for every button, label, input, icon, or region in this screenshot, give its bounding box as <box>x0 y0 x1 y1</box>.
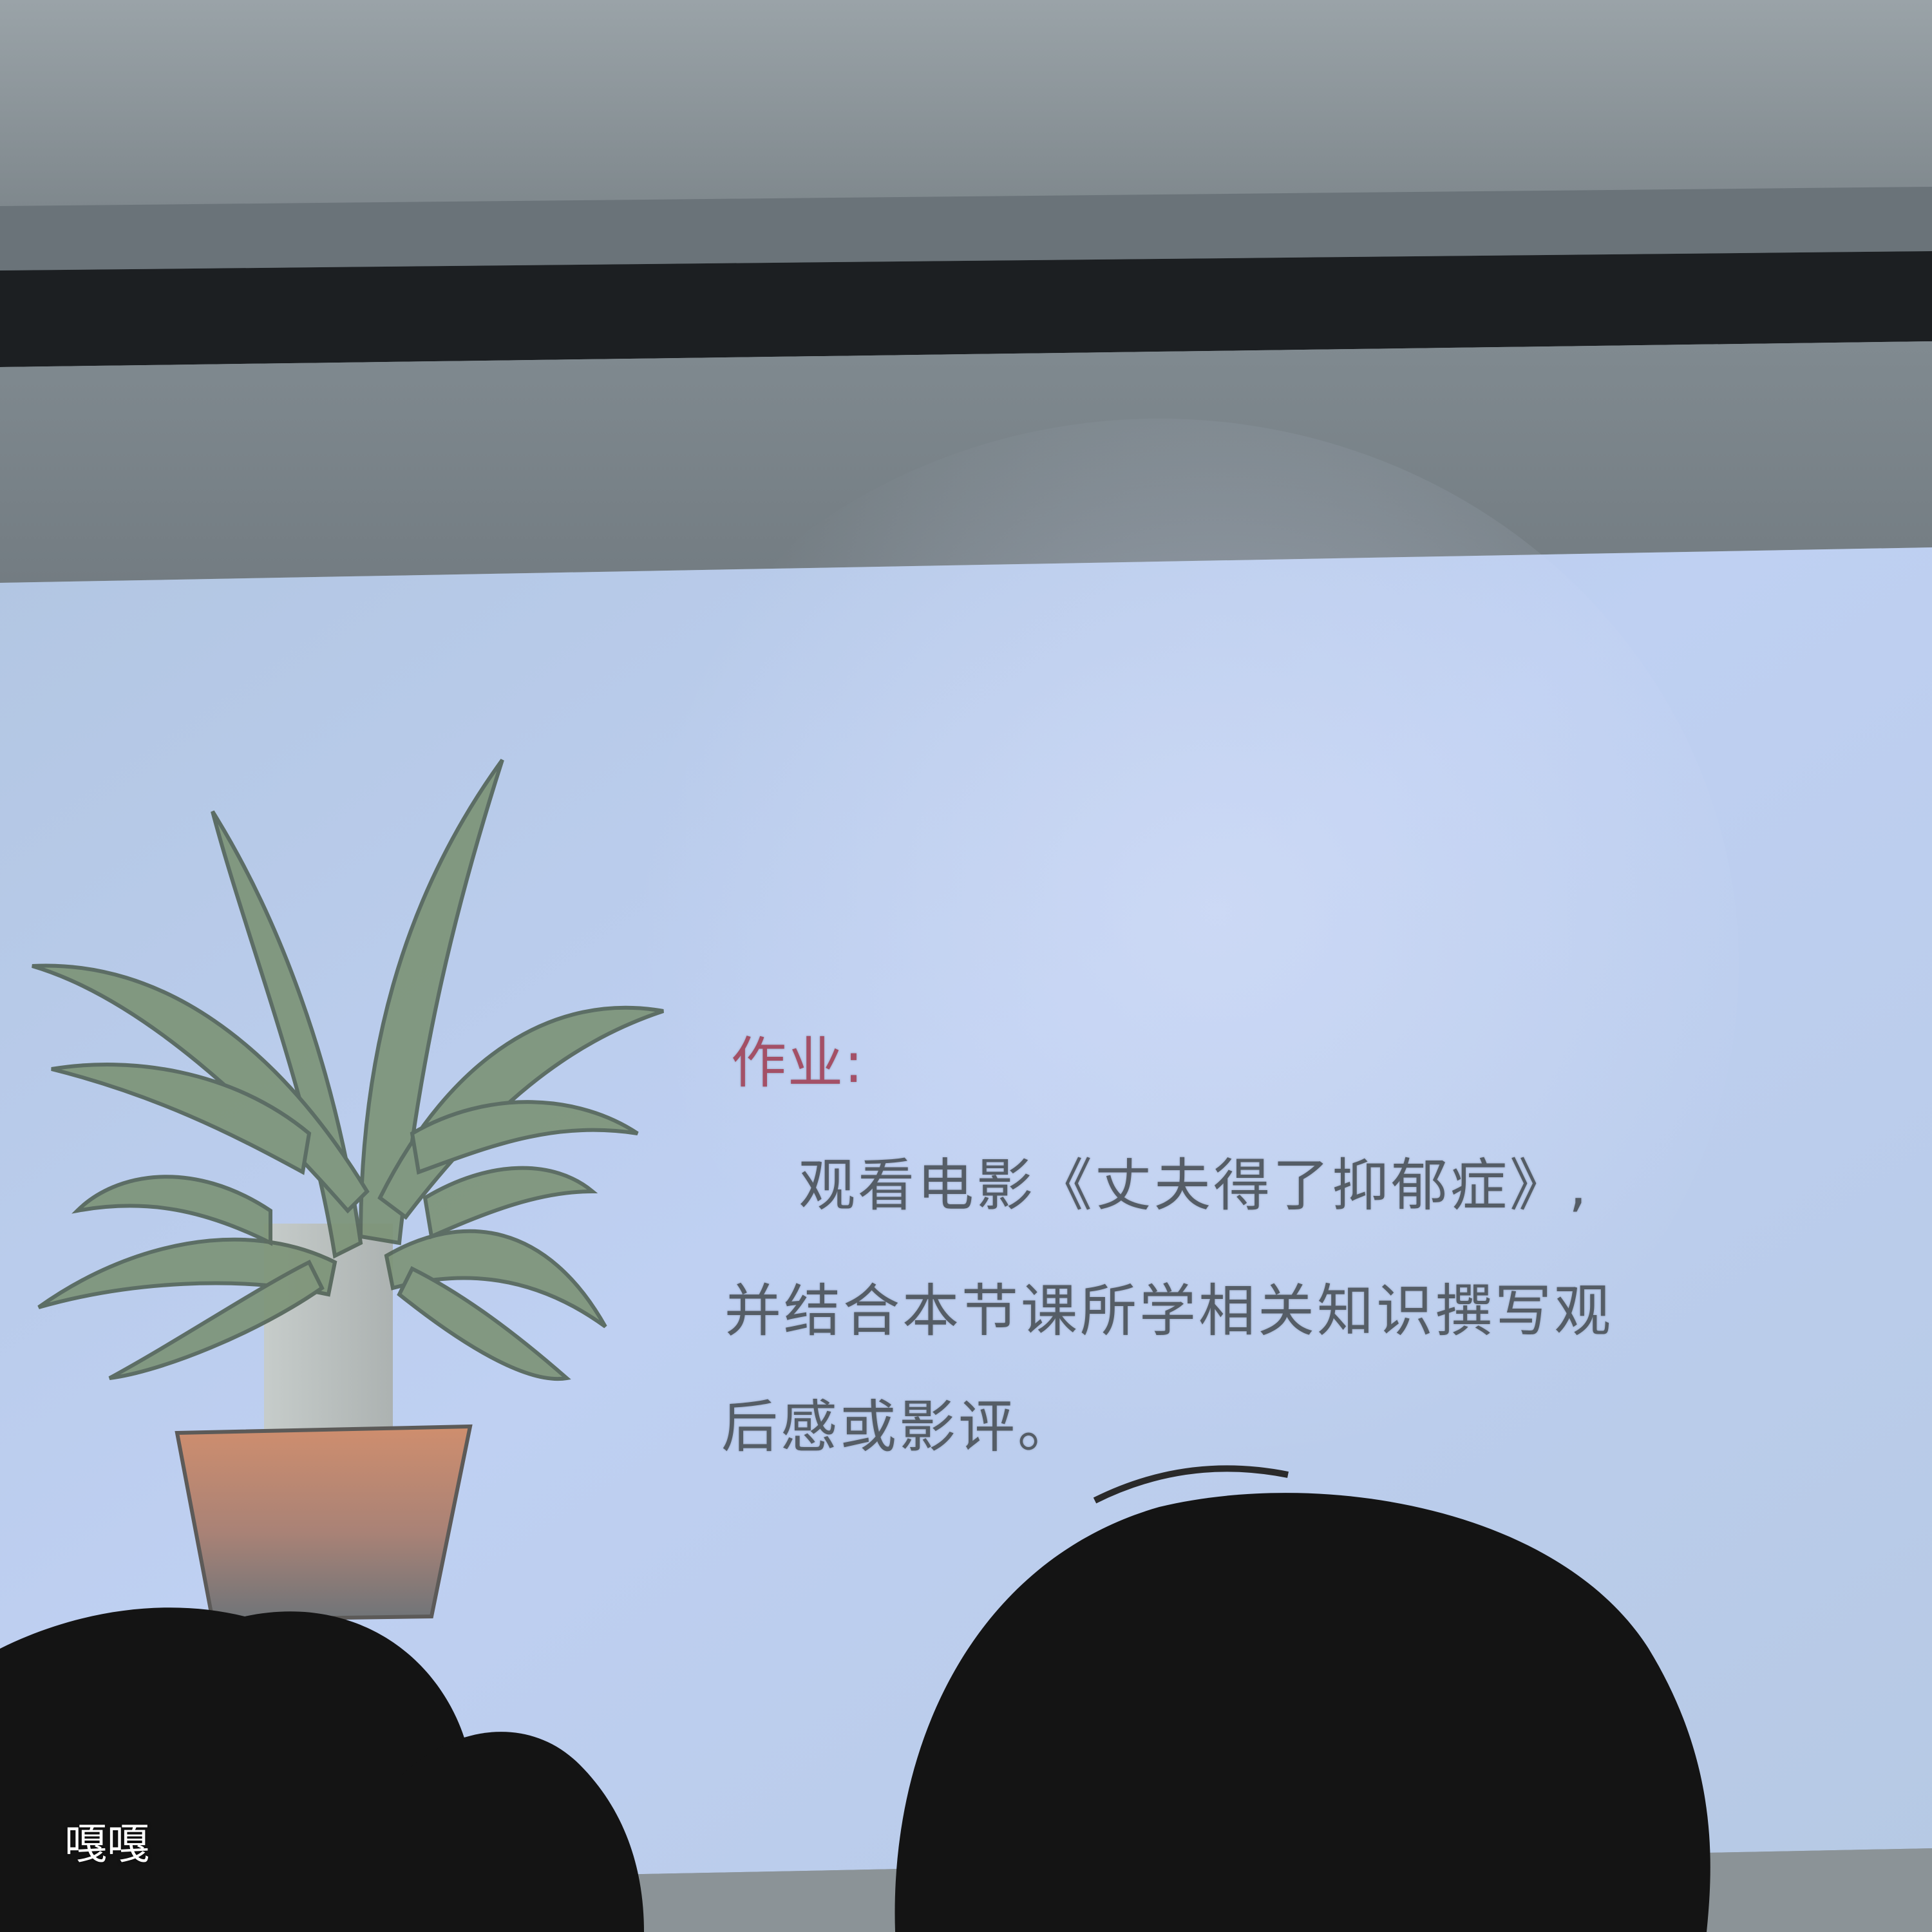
homework-line-3: 后感或影评。 <box>721 1394 1077 1460</box>
audience-head-middle <box>386 1732 644 1932</box>
watermark-text: 嘎嘎 <box>64 1819 149 1869</box>
plant-pot <box>175 1424 473 1622</box>
screen-housing <box>0 187 1932 270</box>
screen-roller-bar <box>0 251 1932 367</box>
audience-head-left <box>0 1607 477 1932</box>
audience-head-right <box>895 1493 1710 1932</box>
audience-heads <box>0 1465 1710 1932</box>
homework-line-1: 观看电影《丈夫得了抑郁症》, <box>799 1152 1589 1218</box>
audience-hair-strands <box>1093 1465 1289 1504</box>
homework-line-2: 并结合本节课所学相关知识撰写观 <box>724 1278 1614 1344</box>
plant-leaves <box>32 759 664 1381</box>
projector-glare <box>580 419 1739 1513</box>
potted-plant-illustration <box>32 759 664 1622</box>
homework-title: 作业: <box>731 1031 864 1095</box>
wall <box>0 0 1932 206</box>
